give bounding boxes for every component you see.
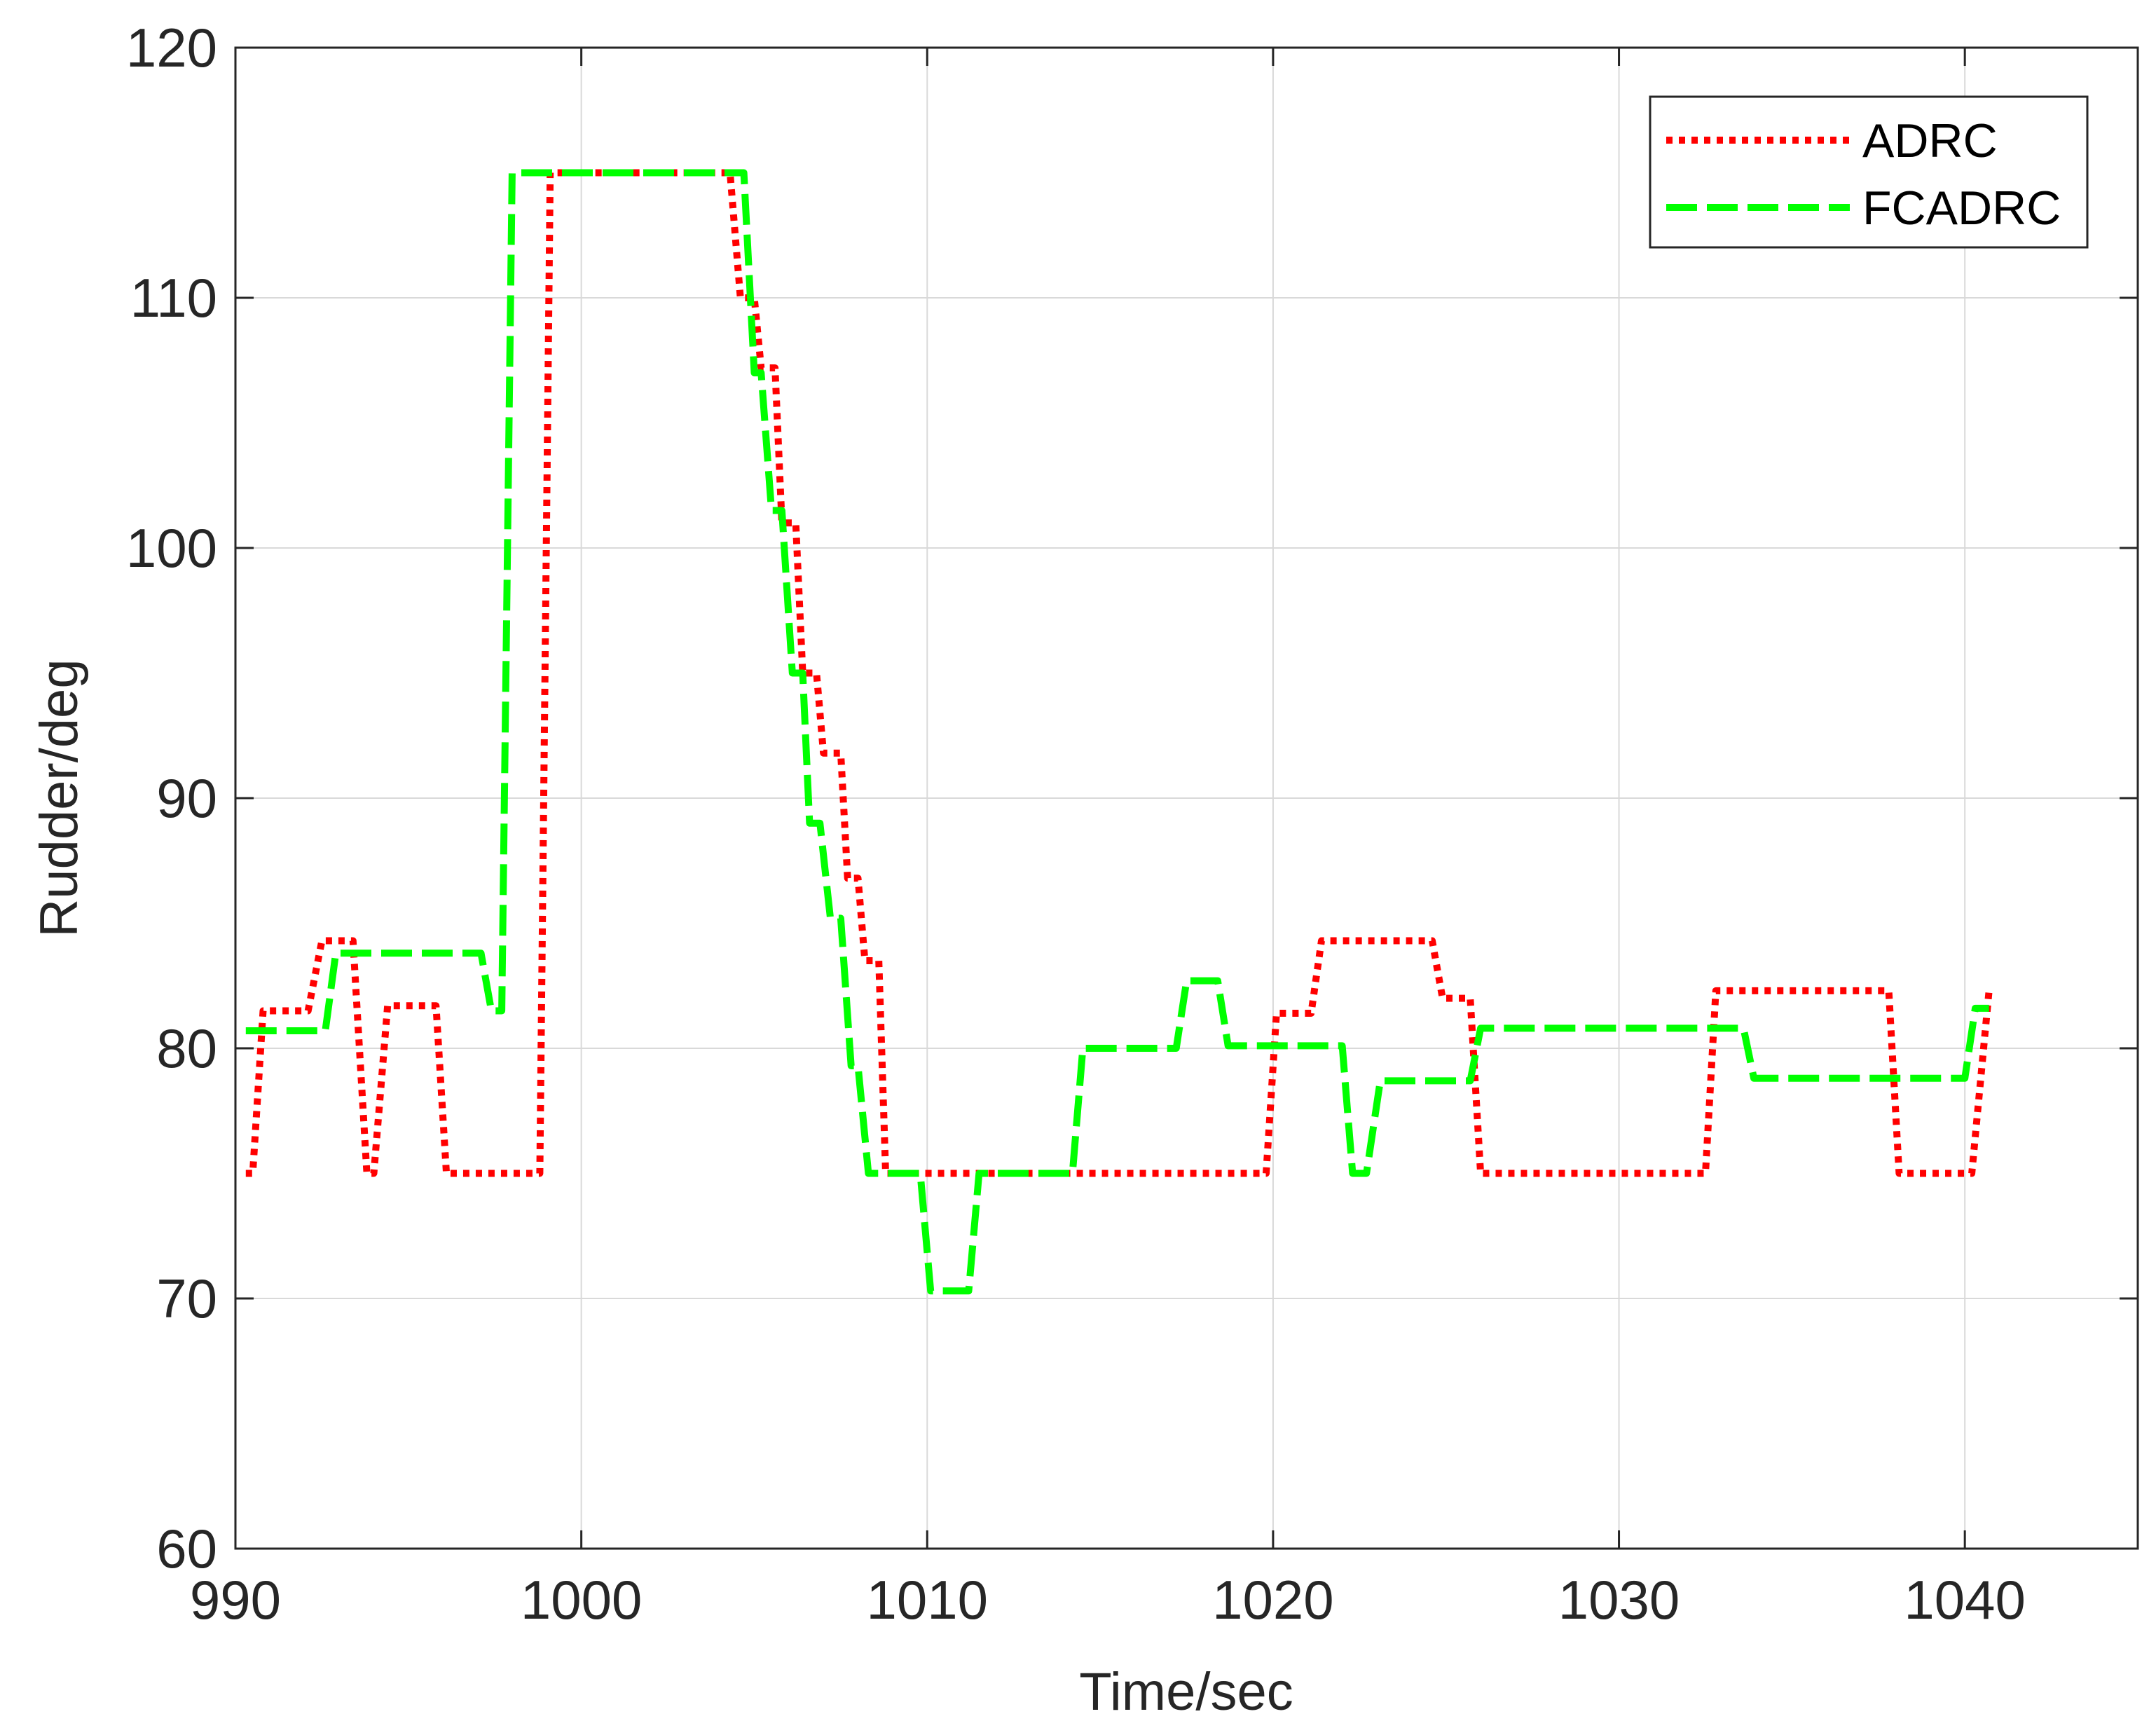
y-tick-label: 90	[156, 767, 217, 829]
legend-label-fcadrc: FCADRC	[1862, 181, 2061, 235]
x-tick-label: 1040	[1904, 1569, 2026, 1631]
x-tick-label: 990	[190, 1569, 281, 1631]
y-tick-label: 70	[156, 1268, 217, 1329]
x-tick-label: 1010	[867, 1569, 989, 1631]
y-axis-label: Rudder/deg	[29, 659, 89, 937]
x-tick-label: 1000	[521, 1569, 643, 1631]
y-tick-label: 60	[156, 1518, 217, 1579]
x-tick-label: 1020	[1212, 1569, 1334, 1631]
x-axis-label: Time/sec	[1079, 1662, 1293, 1722]
y-tick-label: 80	[156, 1017, 217, 1079]
series-line-adrc	[245, 169, 1993, 1177]
x-tick-labels: 990 1000 1010 1020 1030 1040	[190, 1569, 2026, 1631]
y-tick-label: 110	[130, 267, 217, 329]
y-tick-labels: 60 70 80 90 100 110 120	[126, 17, 217, 1579]
series-layer	[245, 169, 1993, 1295]
series-line-fcadrc	[245, 169, 1989, 1295]
legend-box	[1649, 95, 2089, 249]
tick-marks	[234, 46, 2138, 1550]
y-tick-label: 100	[126, 517, 217, 579]
legend-label-adrc: ADRC	[1862, 114, 1998, 167]
x-tick-label: 1030	[1558, 1569, 1680, 1631]
legend: ADRC FCADRC	[1649, 95, 2089, 249]
y-tick-label: 120	[126, 17, 217, 78]
